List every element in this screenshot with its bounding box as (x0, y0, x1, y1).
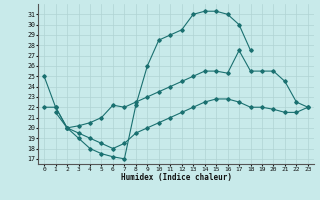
X-axis label: Humidex (Indice chaleur): Humidex (Indice chaleur) (121, 173, 231, 182)
